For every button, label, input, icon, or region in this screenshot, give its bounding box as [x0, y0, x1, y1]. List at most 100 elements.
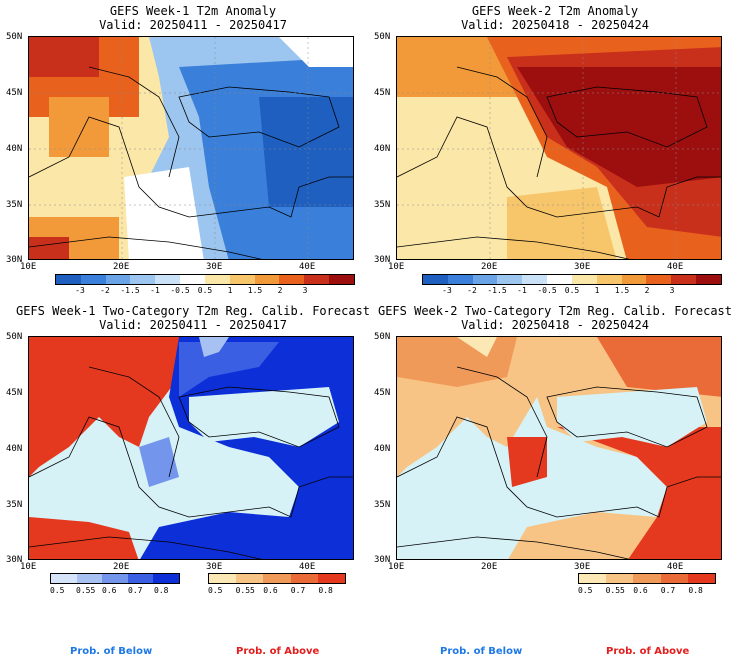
above-colorbar-labels: 0.5 0.55 0.6 0.7 0.8	[208, 586, 346, 596]
lat-label: 45N	[374, 388, 391, 398]
colorbar-cell	[80, 275, 106, 284]
colorbar-cell	[633, 574, 661, 583]
below-colorbar	[50, 573, 180, 584]
colorbar-tick-label: 0.55	[76, 586, 96, 595]
map-week1-anomaly	[28, 36, 354, 260]
colorbar-cell	[204, 275, 230, 284]
panel-title: GEFS Week-2 Two-Category T2m Reg. Calib.…	[377, 304, 732, 318]
colorbar-tick-label: 0.55	[235, 586, 255, 595]
colorbar-cell	[696, 275, 721, 284]
colorbar-cell	[290, 574, 318, 583]
colorbar-tick-label: -1.5	[487, 286, 507, 295]
panel-title: GEFS Week-1 T2m Anomaly	[109, 4, 277, 18]
lat-label: 35N	[374, 200, 391, 210]
lon-label: 40E	[667, 562, 684, 572]
lon-label: 20E	[481, 562, 498, 572]
colorbar-cell	[660, 574, 688, 583]
colorbar-cell	[317, 574, 346, 583]
above-colorbar	[208, 573, 346, 584]
colorbar-tick-label: 0.6	[263, 586, 278, 595]
colorbar-cell	[229, 275, 255, 284]
lat-label: 40N	[374, 144, 391, 154]
lat-label: 50N	[374, 32, 391, 42]
colorbar-cell	[304, 275, 330, 284]
above-colorbar-labels: 0.5 0.55 0.6 0.7 0.8	[578, 586, 716, 596]
lat-label: 40N	[6, 144, 23, 154]
colorbar-cell	[621, 275, 647, 284]
colorbar-cell	[236, 574, 264, 583]
colorbar-cell	[180, 275, 205, 284]
map-week1-probability	[28, 336, 354, 560]
lon-label: 30E	[206, 262, 223, 272]
prob-above-label: Prob. of Above	[236, 646, 320, 657]
colorbar-cell	[102, 574, 128, 583]
anomaly-colorbar	[422, 274, 722, 285]
panel-title: GEFS Week-2 T2m Anomaly	[471, 4, 639, 18]
anomaly-colorbar	[55, 274, 355, 285]
lat-label: 30N	[374, 255, 391, 265]
colorbar-cell	[596, 275, 622, 284]
colorbar-cell	[130, 275, 156, 284]
lat-label: 45N	[374, 88, 391, 98]
colorbar-tick-label: 0.6	[633, 586, 648, 595]
colorbar-tick-label: 0.5	[197, 286, 213, 295]
colorbar-tick-label: -3	[75, 286, 85, 295]
colorbar-cell	[447, 275, 473, 284]
colorbar-cell	[254, 275, 280, 284]
colorbar-tick-label: 0.5	[208, 586, 223, 595]
prob-below-label: Prob. of Below	[70, 646, 153, 657]
colorbar-cell	[153, 574, 179, 583]
lat-label: 50N	[6, 332, 23, 342]
above-colorbar	[578, 573, 716, 584]
colorbar-cell	[497, 275, 523, 284]
lon-label: 10E	[388, 262, 405, 272]
colorbar-tick-label: 3	[669, 286, 675, 295]
lon-label: 30E	[574, 262, 591, 272]
panel-title: GEFS Week-1 Two-Category T2m Reg. Calib.…	[15, 304, 370, 318]
lat-label: 35N	[6, 500, 23, 510]
colorbar-cell	[423, 275, 448, 284]
colorbar-tick-label: 0.6	[102, 586, 117, 595]
colorbar-cell	[279, 275, 305, 284]
colorbar-cell	[579, 574, 607, 583]
colorbar-cell	[687, 574, 716, 583]
lat-label: 30N	[374, 555, 391, 565]
lat-label: 45N	[6, 388, 23, 398]
lon-label: 20E	[113, 562, 130, 572]
lon-label: 40E	[667, 262, 684, 272]
lat-label: 45N	[6, 88, 23, 98]
prob-above-label: Prob. of Above	[606, 646, 690, 657]
colorbar-tick-label: -0.5	[537, 286, 557, 295]
lon-label: 30E	[574, 562, 591, 572]
lon-label: 20E	[481, 262, 498, 272]
panel-week1-anomaly: GEFS Week-1 T2m Anomaly Valid: 20250411 …	[0, 0, 370, 300]
lon-label: 40E	[299, 562, 316, 572]
colorbar-cell	[547, 275, 572, 284]
lat-label: 30N	[6, 555, 23, 565]
colorbar-cell	[127, 574, 154, 583]
colorbar-tick-label: 2	[277, 286, 283, 295]
colorbar-cell	[606, 574, 634, 583]
panel-week1-probability: GEFS Week-1 Two-Category T2m Reg. Calib.…	[0, 300, 370, 662]
colorbar-tick-label: 2	[644, 286, 650, 295]
colorbar-tick-label: -1.5	[120, 286, 140, 295]
colorbar-tick-label: -1	[150, 286, 160, 295]
prob-below-label: Prob. of Below	[440, 646, 523, 657]
lat-label: 50N	[374, 332, 391, 342]
lat-label: 50N	[6, 32, 23, 42]
colorbar-tick-label: 0.7	[290, 586, 306, 595]
colorbar-tick-label: 0.7	[128, 586, 143, 595]
colorbar-tick-label: 3	[302, 286, 308, 295]
colorbar-tick-label: 1.5	[247, 286, 263, 295]
colorbar-cell	[571, 275, 597, 284]
colorbar-tick-label: -2	[467, 286, 477, 295]
lat-label: 40N	[374, 444, 391, 454]
colorbar-tick-label: -0.5	[170, 286, 190, 295]
colorbar-tick-label: 0.5	[50, 586, 65, 595]
lat-label: 35N	[6, 200, 23, 210]
colorbar-cell	[56, 275, 81, 284]
colorbar-cell	[263, 574, 291, 583]
map-week2-probability	[396, 336, 722, 560]
below-colorbar-labels: 0.5 0.55 0.6 0.7 0.8	[50, 586, 180, 596]
lat-label: 35N	[374, 500, 391, 510]
